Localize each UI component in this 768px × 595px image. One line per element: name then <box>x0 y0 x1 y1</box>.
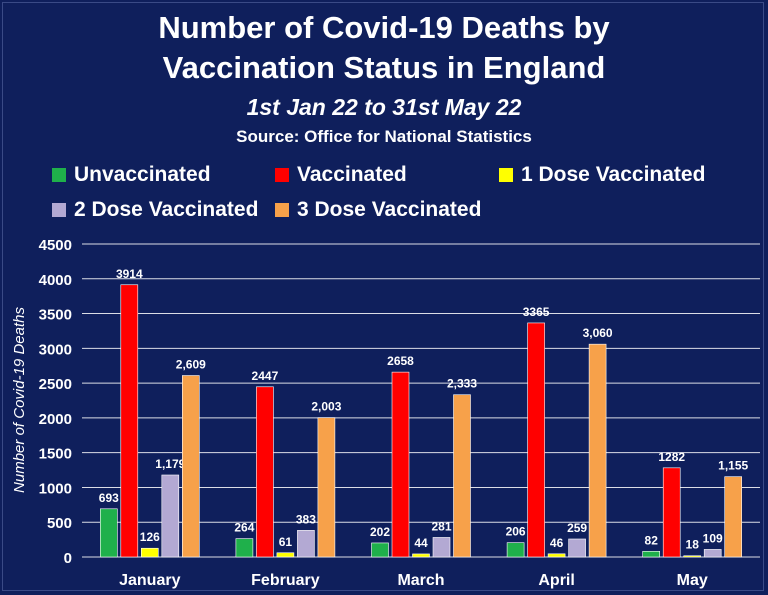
legend-label: 1 Dose Vaccinated <box>521 163 706 186</box>
bar <box>297 530 315 558</box>
data-label: 281 <box>431 519 451 533</box>
legend-item-unvaccinated: Unvaccinated <box>52 163 211 187</box>
bar <box>703 549 722 558</box>
chart-source: Source: Office for National Statistics <box>236 127 532 146</box>
bar <box>161 474 180 558</box>
data-label: 3365 <box>523 305 550 319</box>
legend-item-1-dose: 1 Dose Vaccinated <box>499 163 705 187</box>
data-label: 3914 <box>116 267 143 281</box>
bar <box>371 542 389 558</box>
legend-swatch-1-dose <box>499 168 513 182</box>
y-tick-label: 4000 <box>39 272 72 289</box>
bar <box>317 417 336 558</box>
legend-swatch-3-dose <box>275 203 289 217</box>
data-label: 206 <box>506 525 526 539</box>
legend-item-vaccinated: Vaccinated <box>275 163 407 187</box>
y-tick-label: 3500 <box>39 307 72 324</box>
data-label: 18 <box>686 538 700 552</box>
legend-item-2-dose: 2 Dose Vaccinated <box>52 198 258 222</box>
data-label: 82 <box>645 533 659 547</box>
bar <box>120 284 139 558</box>
chart-title-line-1: Number of Covid-19 Deaths by <box>158 10 610 45</box>
x-tick-label: January <box>119 572 180 589</box>
data-label: 2658 <box>387 354 414 368</box>
x-tick-label: March <box>397 572 444 589</box>
data-label: 126 <box>140 530 160 544</box>
legend-item-3-dose: 3 Dose Vaccinated <box>275 198 481 222</box>
y-tick-label: 2000 <box>39 411 72 428</box>
data-label: 259 <box>567 521 587 535</box>
bar <box>642 550 661 558</box>
bar <box>506 542 525 558</box>
data-label: 3,060 <box>583 326 613 340</box>
bar <box>412 553 430 558</box>
bar <box>432 537 451 558</box>
data-label: 202 <box>370 525 390 539</box>
data-label: 61 <box>279 535 293 549</box>
data-label: 2,003 <box>311 400 341 414</box>
x-tick-label: May <box>677 572 708 589</box>
legend-swatch-vaccinated <box>275 168 289 182</box>
legend-swatch-2-dose <box>52 203 66 217</box>
bar <box>588 343 607 558</box>
y-tick-label: 2500 <box>39 376 72 393</box>
chart-subtitle: 1st Jan 22 to 31st May 22 <box>246 94 522 120</box>
chart-title-line-2: Vaccination Status in England <box>162 50 606 85</box>
data-label: 383 <box>296 512 316 526</box>
data-label: 44 <box>414 536 428 550</box>
bar <box>724 476 743 558</box>
legend-label: Vaccinated <box>297 163 407 186</box>
data-label: 2,333 <box>447 377 477 391</box>
bar <box>391 371 410 558</box>
bar <box>235 538 254 558</box>
bar <box>527 322 545 558</box>
data-label: 1,179 <box>155 457 185 471</box>
legend-label: 2 Dose Vaccinated <box>74 198 259 221</box>
y-tick-label: 3000 <box>39 341 72 358</box>
y-tick-label: 0 <box>64 550 72 567</box>
bar <box>276 552 295 558</box>
data-label: 46 <box>550 536 564 550</box>
bar <box>182 375 200 558</box>
bar <box>141 547 159 558</box>
chart-title-block: Number of Covid-19 Deaths by Vaccination… <box>0 8 768 148</box>
bar <box>568 538 586 558</box>
bar <box>683 555 702 558</box>
data-label: 264 <box>234 521 254 535</box>
data-label: 693 <box>99 491 119 505</box>
x-tick-label: April <box>538 572 574 589</box>
bar <box>453 394 471 558</box>
legend-label: 3 Dose Vaccinated <box>297 198 482 221</box>
data-label: 1,155 <box>718 459 748 473</box>
data-label: 109 <box>703 531 723 545</box>
data-label: 2,609 <box>176 358 206 372</box>
bar <box>256 386 274 558</box>
x-tick-label: February <box>251 572 320 589</box>
y-tick-label: 1500 <box>39 446 72 463</box>
bar <box>547 553 566 558</box>
data-label: 1282 <box>658 450 685 464</box>
y-tick-label: 500 <box>47 515 72 532</box>
bar <box>662 467 681 558</box>
data-label: 2447 <box>252 369 279 383</box>
bar <box>100 508 118 558</box>
legend-label: Unvaccinated <box>74 163 211 186</box>
y-tick-label: 4500 <box>39 237 72 254</box>
y-axis-label: Number of Covid-19 Deaths <box>11 307 28 493</box>
legend-swatch-unvaccinated <box>52 168 66 182</box>
y-tick-label: 1000 <box>39 480 72 497</box>
